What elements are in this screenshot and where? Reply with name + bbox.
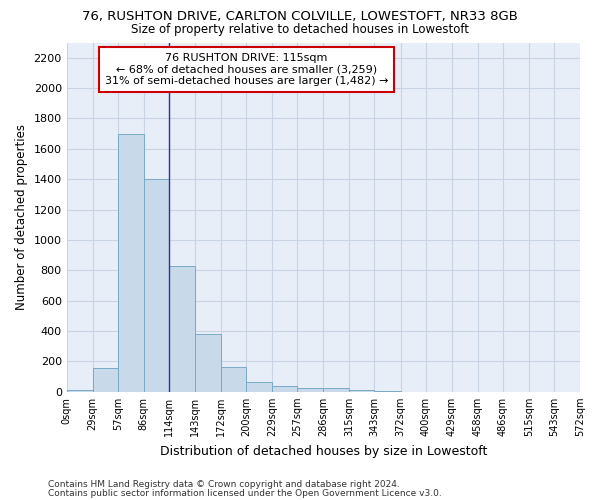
Text: Contains public sector information licensed under the Open Government Licence v3: Contains public sector information licen… (48, 488, 442, 498)
X-axis label: Distribution of detached houses by size in Lowestoft: Distribution of detached houses by size … (160, 444, 487, 458)
Text: Contains HM Land Registry data © Crown copyright and database right 2024.: Contains HM Land Registry data © Crown c… (48, 480, 400, 489)
Bar (246, 382, 272, 392)
Text: 76, RUSHTON DRIVE, CARLTON COLVILLE, LOWESTOFT, NR33 8GB: 76, RUSHTON DRIVE, CARLTON COLVILLE, LOW… (82, 10, 518, 23)
Bar (221, 366, 246, 392)
Bar (349, 390, 374, 392)
Bar (323, 388, 349, 392)
Y-axis label: Number of detached properties: Number of detached properties (15, 124, 28, 310)
Bar (298, 388, 323, 392)
Text: Size of property relative to detached houses in Lowestoft: Size of property relative to detached ho… (131, 22, 469, 36)
Bar (374, 391, 401, 392)
Bar (67, 390, 92, 392)
Bar (118, 134, 144, 392)
Bar (195, 334, 221, 392)
Bar (144, 179, 169, 392)
Bar (272, 386, 298, 392)
Bar (92, 368, 118, 392)
Bar (169, 266, 195, 392)
Text: 76 RUSHTON DRIVE: 115sqm
← 68% of detached houses are smaller (3,259)
31% of sem: 76 RUSHTON DRIVE: 115sqm ← 68% of detach… (104, 53, 388, 86)
